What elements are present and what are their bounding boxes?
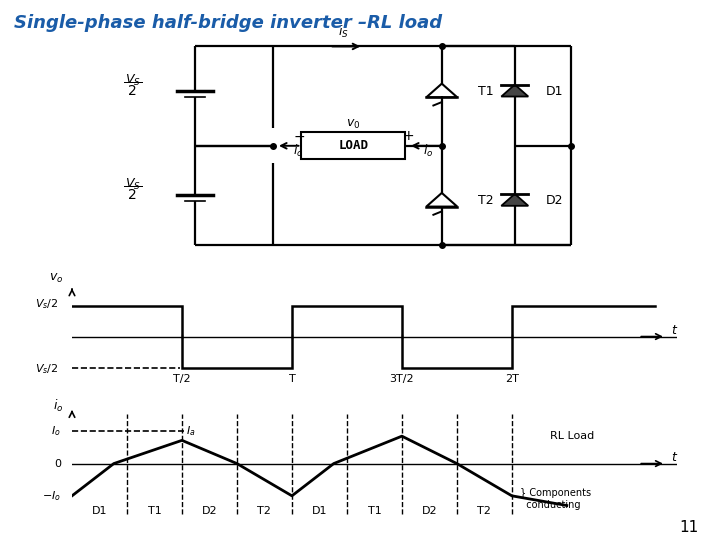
Text: $t$: $t$ bbox=[671, 324, 678, 337]
Text: T2: T2 bbox=[478, 194, 494, 207]
Text: T/2: T/2 bbox=[173, 374, 191, 383]
Text: $i_o$: $i_o$ bbox=[53, 397, 63, 414]
FancyBboxPatch shape bbox=[302, 132, 405, 159]
Text: D1: D1 bbox=[546, 85, 563, 98]
Text: $i_o$: $i_o$ bbox=[423, 143, 433, 159]
Text: $\overline{\ 2\ }$: $\overline{\ 2\ }$ bbox=[123, 185, 143, 204]
Text: $V_S$: $V_S$ bbox=[125, 177, 141, 192]
Text: $V_s/2$: $V_s/2$ bbox=[35, 362, 59, 376]
Text: T: T bbox=[289, 374, 295, 383]
Text: 3T/2: 3T/2 bbox=[390, 374, 414, 383]
Text: 2T: 2T bbox=[505, 374, 519, 383]
Text: $I_a$: $I_a$ bbox=[186, 424, 196, 438]
Text: 11: 11 bbox=[679, 519, 698, 535]
Text: $+$: $+$ bbox=[402, 129, 414, 143]
Text: T1: T1 bbox=[148, 506, 161, 516]
Text: LOAD: LOAD bbox=[338, 139, 369, 152]
Text: $\overline{\ 2\ }$: $\overline{\ 2\ }$ bbox=[123, 81, 143, 99]
Polygon shape bbox=[501, 194, 528, 206]
Text: $i_o$: $i_o$ bbox=[293, 143, 303, 159]
Text: T1: T1 bbox=[478, 85, 494, 98]
Text: $v_0$: $v_0$ bbox=[346, 117, 361, 131]
Text: T1: T1 bbox=[367, 506, 382, 516]
Text: T2: T2 bbox=[477, 506, 491, 516]
Text: $-I_o$: $-I_o$ bbox=[42, 489, 61, 503]
Text: $V_S$: $V_S$ bbox=[125, 73, 141, 88]
Text: $I_o$: $I_o$ bbox=[51, 424, 61, 438]
Text: 0: 0 bbox=[54, 458, 61, 469]
Polygon shape bbox=[501, 85, 528, 97]
Text: } Components
  conducting: } Components conducting bbox=[520, 488, 590, 510]
Text: T2: T2 bbox=[258, 506, 271, 516]
Text: D2: D2 bbox=[422, 506, 437, 516]
Text: $-$: $-$ bbox=[292, 129, 305, 143]
Text: $i_S$: $i_S$ bbox=[338, 24, 349, 40]
Text: $t$: $t$ bbox=[671, 451, 678, 464]
Text: D1: D1 bbox=[91, 506, 107, 516]
Text: D1: D1 bbox=[312, 506, 327, 516]
Text: D2: D2 bbox=[546, 194, 563, 207]
Text: Single-phase half-bridge inverter –RL load: Single-phase half-bridge inverter –RL lo… bbox=[14, 14, 443, 31]
Text: $v_o$: $v_o$ bbox=[49, 272, 63, 285]
Text: $V_{s}/2$: $V_{s}/2$ bbox=[35, 297, 59, 311]
Text: RL Load: RL Load bbox=[550, 431, 595, 441]
Text: D2: D2 bbox=[202, 506, 217, 516]
